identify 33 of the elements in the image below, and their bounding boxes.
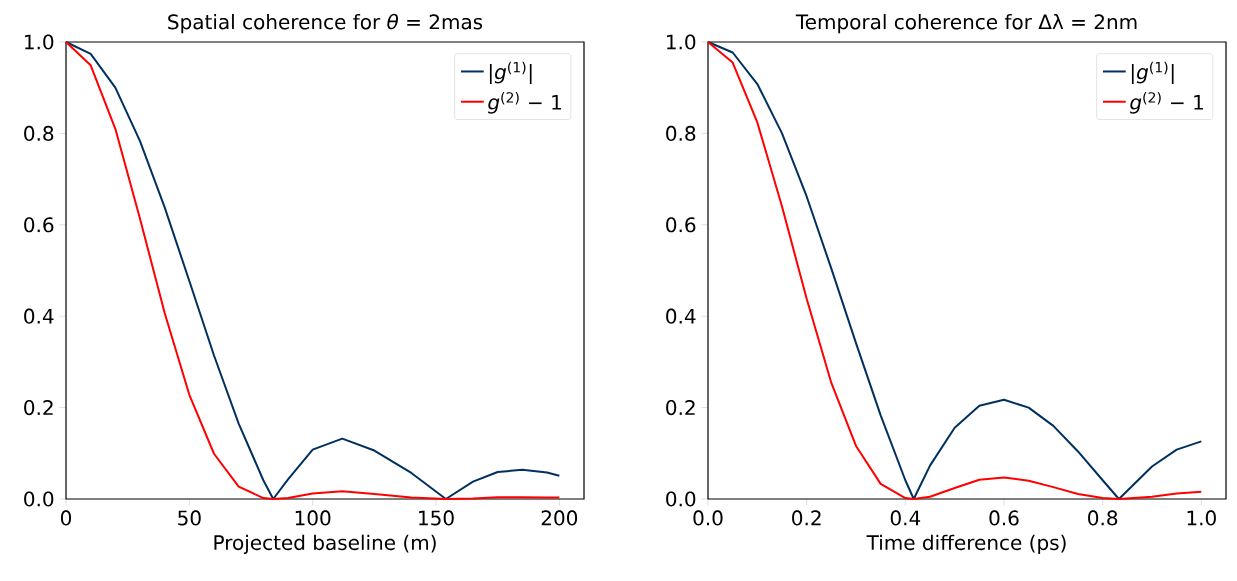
y-tick-label: 1.0 bbox=[25, 34, 54, 50]
y-tick-label: 0.8 bbox=[24, 125, 54, 141]
legend-label: |g$^{(1)}$| bbox=[1131, 61, 1174, 84]
y-tick-label: 0.2 bbox=[24, 400, 53, 416]
x-tick-label: 0.8 bbox=[1088, 510, 1118, 526]
line-series bbox=[707, 40, 1203, 500]
x-tick-label: 150 bbox=[419, 510, 454, 526]
y-tick-label: 0.0 bbox=[24, 491, 54, 507]
x-tick-label: 0.2 bbox=[792, 510, 821, 526]
x-tick-label: 50 bbox=[178, 510, 201, 526]
x-tick-label: 1.0 bbox=[1187, 510, 1216, 526]
x-axis-title: Time difference (ps) bbox=[866, 534, 1066, 554]
y-tick-label: 0.6 bbox=[666, 217, 696, 233]
y-tick-label: 0.6 bbox=[24, 217, 54, 233]
y-tick-label: 0.0 bbox=[666, 491, 696, 507]
legend-label: |g$^{(1)}$| bbox=[489, 61, 532, 84]
y-tick-label: 1.0 bbox=[667, 34, 696, 50]
y-tick-label: 0.2 bbox=[666, 400, 695, 416]
legend-label: g$^{(2)}$ − 1 bbox=[488, 91, 561, 114]
x-tick-label: 0.4 bbox=[890, 510, 921, 526]
x-tick-label: 100 bbox=[295, 510, 331, 526]
x-axis-title: Projected baseline (m) bbox=[214, 534, 436, 554]
line-series bbox=[65, 40, 561, 500]
chart-title: Temporal coherence for Δλ = 2nm bbox=[795, 13, 1137, 34]
x-tick-label: 0 bbox=[60, 510, 72, 526]
y-tick-label: 0.4 bbox=[666, 308, 696, 324]
chart-title: Spatial coherence for θ = 2mas bbox=[168, 13, 483, 34]
x-tick-label: 200 bbox=[541, 510, 578, 526]
y-tick-label: 0.8 bbox=[666, 125, 696, 141]
x-tick-label: 0.6 bbox=[989, 510, 1019, 526]
legend-label: g$^{(2)}$ − 1 bbox=[1130, 91, 1203, 114]
y-tick-label: 0.4 bbox=[24, 308, 54, 324]
x-tick-label: 0.0 bbox=[693, 510, 723, 526]
